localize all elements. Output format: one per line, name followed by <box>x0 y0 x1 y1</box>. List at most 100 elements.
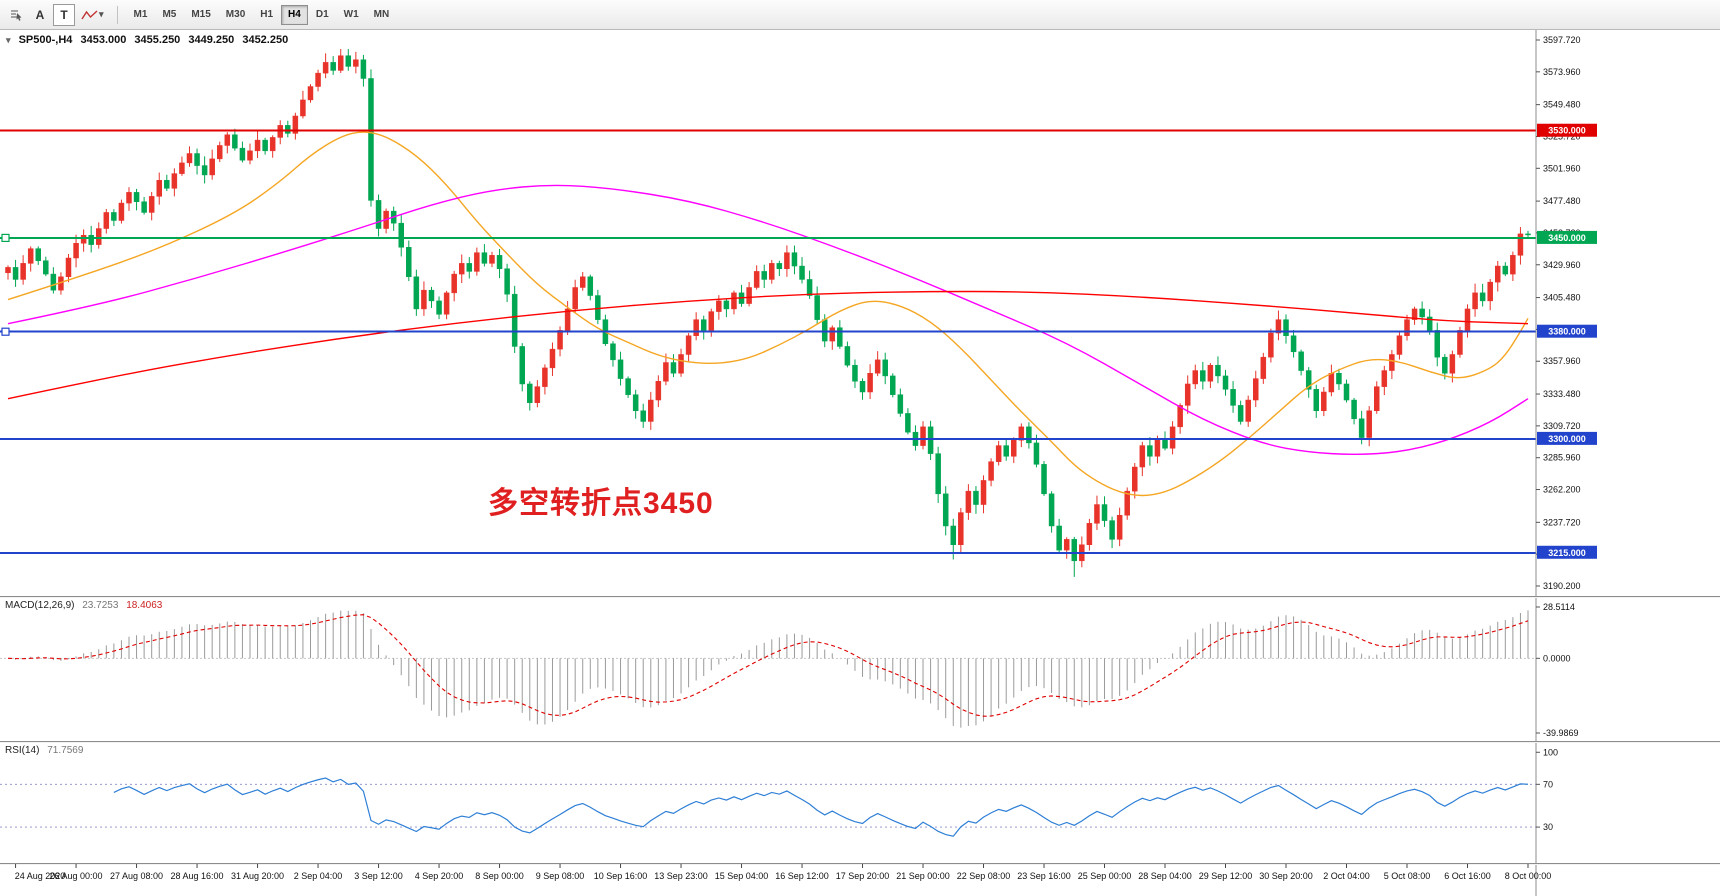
svg-text:16 Sep 12:00: 16 Sep 12:00 <box>775 871 829 881</box>
svg-text:0.0000: 0.0000 <box>1543 653 1571 663</box>
candle <box>1396 331 1403 360</box>
svg-text:8 Sep 00:00: 8 Sep 00:00 <box>475 871 524 881</box>
candle <box>1472 283 1478 317</box>
svg-text:10 Sep 16:00: 10 Sep 16:00 <box>594 871 648 881</box>
candles-layer <box>5 49 1531 577</box>
candle <box>1268 328 1274 363</box>
candle <box>443 290 450 320</box>
candle <box>88 225 94 253</box>
timeframe-button-m1[interactable]: M1 <box>127 5 155 25</box>
svg-text:3380.000: 3380.000 <box>1548 327 1586 337</box>
zigzag-tool-button[interactable]: ▾ <box>77 4 108 26</box>
candle <box>1124 487 1130 520</box>
candle <box>406 240 412 282</box>
candle <box>897 388 904 417</box>
candle <box>194 148 200 175</box>
timeframe-button-w1[interactable]: W1 <box>337 5 366 25</box>
hline-handle[interactable] <box>1 233 10 243</box>
candle <box>300 90 306 119</box>
timeframe-button-h4[interactable]: H4 <box>281 4 308 25</box>
candle <box>625 376 631 398</box>
candle <box>738 284 745 307</box>
macd-panel: 28.5114 0.0000 -39.9869 <box>0 602 1579 738</box>
candle <box>390 206 397 231</box>
candle <box>1177 403 1183 434</box>
svg-text:4 Sep 20:00: 4 Sep 20:00 <box>415 871 464 881</box>
candle <box>1517 227 1524 265</box>
candle <box>700 315 707 340</box>
candle <box>1109 516 1115 549</box>
candle <box>1237 400 1244 425</box>
candle <box>126 187 132 211</box>
timeframe-button-d1[interactable]: D1 <box>309 5 336 25</box>
candle <box>337 49 344 73</box>
candle <box>269 135 276 158</box>
candle <box>1048 491 1055 533</box>
candle <box>655 375 662 408</box>
candle <box>905 408 911 435</box>
candle <box>43 256 49 277</box>
candle <box>12 259 19 287</box>
candle <box>1495 260 1501 292</box>
candle <box>572 279 578 313</box>
candle <box>254 131 261 159</box>
candle <box>1328 364 1335 397</box>
candle <box>519 343 525 392</box>
svg-text:3237.720: 3237.720 <box>1543 517 1581 527</box>
candle <box>1313 384 1320 418</box>
candle <box>232 128 238 151</box>
candle <box>837 320 843 349</box>
svg-text:3501.960: 3501.960 <box>1543 163 1581 173</box>
candle <box>1132 462 1138 499</box>
candle <box>262 137 268 155</box>
candle <box>1169 421 1176 455</box>
candle <box>375 194 382 237</box>
svg-text:17 Sep 20:00: 17 Sep 20:00 <box>836 871 890 881</box>
timeframe-button-h1[interactable]: H1 <box>253 5 280 25</box>
svg-text:3190.200: 3190.200 <box>1543 581 1581 591</box>
svg-text:3597.720: 3597.720 <box>1543 35 1581 45</box>
candle <box>1381 365 1388 396</box>
svg-text:26 Aug 00:00: 26 Aug 00:00 <box>50 871 103 881</box>
candle <box>360 54 367 87</box>
price-axis: 3597.7203573.9603549.4803525.7203501.960… <box>1536 35 1597 591</box>
candle <box>670 354 677 378</box>
svg-text:30: 30 <box>1543 822 1553 832</box>
candle <box>224 132 231 154</box>
candle <box>1298 349 1304 376</box>
candle <box>1011 437 1017 464</box>
candle <box>118 199 125 224</box>
dropdown-caret-icon: ▾ <box>99 9 104 19</box>
svg-text:5 Oct 08:00: 5 Oct 08:00 <box>1384 871 1431 881</box>
svg-text:3262.200: 3262.200 <box>1543 485 1581 495</box>
svg-text:8 Oct 00:00: 8 Oct 00:00 <box>1505 871 1552 881</box>
hline-handle[interactable] <box>1 327 10 336</box>
macd-signal-line <box>7 614 1529 717</box>
candle <box>1502 262 1509 277</box>
chart-area: 3597.7203573.9603549.4803525.7203501.960… <box>0 30 1720 896</box>
candle <box>965 484 972 520</box>
price-badge: 3380.000 <box>1537 324 1597 338</box>
cursor-lines-icon <box>11 10 22 21</box>
timeframe-button-mn[interactable]: MN <box>367 5 397 25</box>
candle <box>617 351 624 386</box>
svg-text:-39.9869: -39.9869 <box>1543 728 1579 738</box>
candle <box>481 244 488 267</box>
candle <box>1245 395 1251 427</box>
timeframe-button-m15[interactable]: M15 <box>184 5 217 25</box>
cursor-tool-button[interactable] <box>5 4 27 26</box>
candle <box>1162 431 1168 451</box>
candle <box>133 188 140 211</box>
text-box-tool-button[interactable]: T <box>53 3 75 26</box>
candle <box>1290 329 1297 358</box>
price-badge: 3450.000 <box>1537 230 1597 244</box>
timeframe-button-m30[interactable]: M30 <box>219 5 252 25</box>
svg-text:13 Sep 23:00: 13 Sep 23:00 <box>654 871 708 881</box>
text-label-tool-button[interactable]: A <box>29 4 51 26</box>
svg-text:28 Aug 16:00: 28 Aug 16:00 <box>171 871 224 881</box>
candle <box>980 475 987 514</box>
svg-text:15 Sep 04:00: 15 Sep 04:00 <box>715 871 769 881</box>
chart-canvas[interactable]: 3597.7203573.9603549.4803525.7203501.960… <box>0 30 1720 896</box>
candle <box>640 403 646 428</box>
timeframe-button-m5[interactable]: M5 <box>155 5 183 25</box>
